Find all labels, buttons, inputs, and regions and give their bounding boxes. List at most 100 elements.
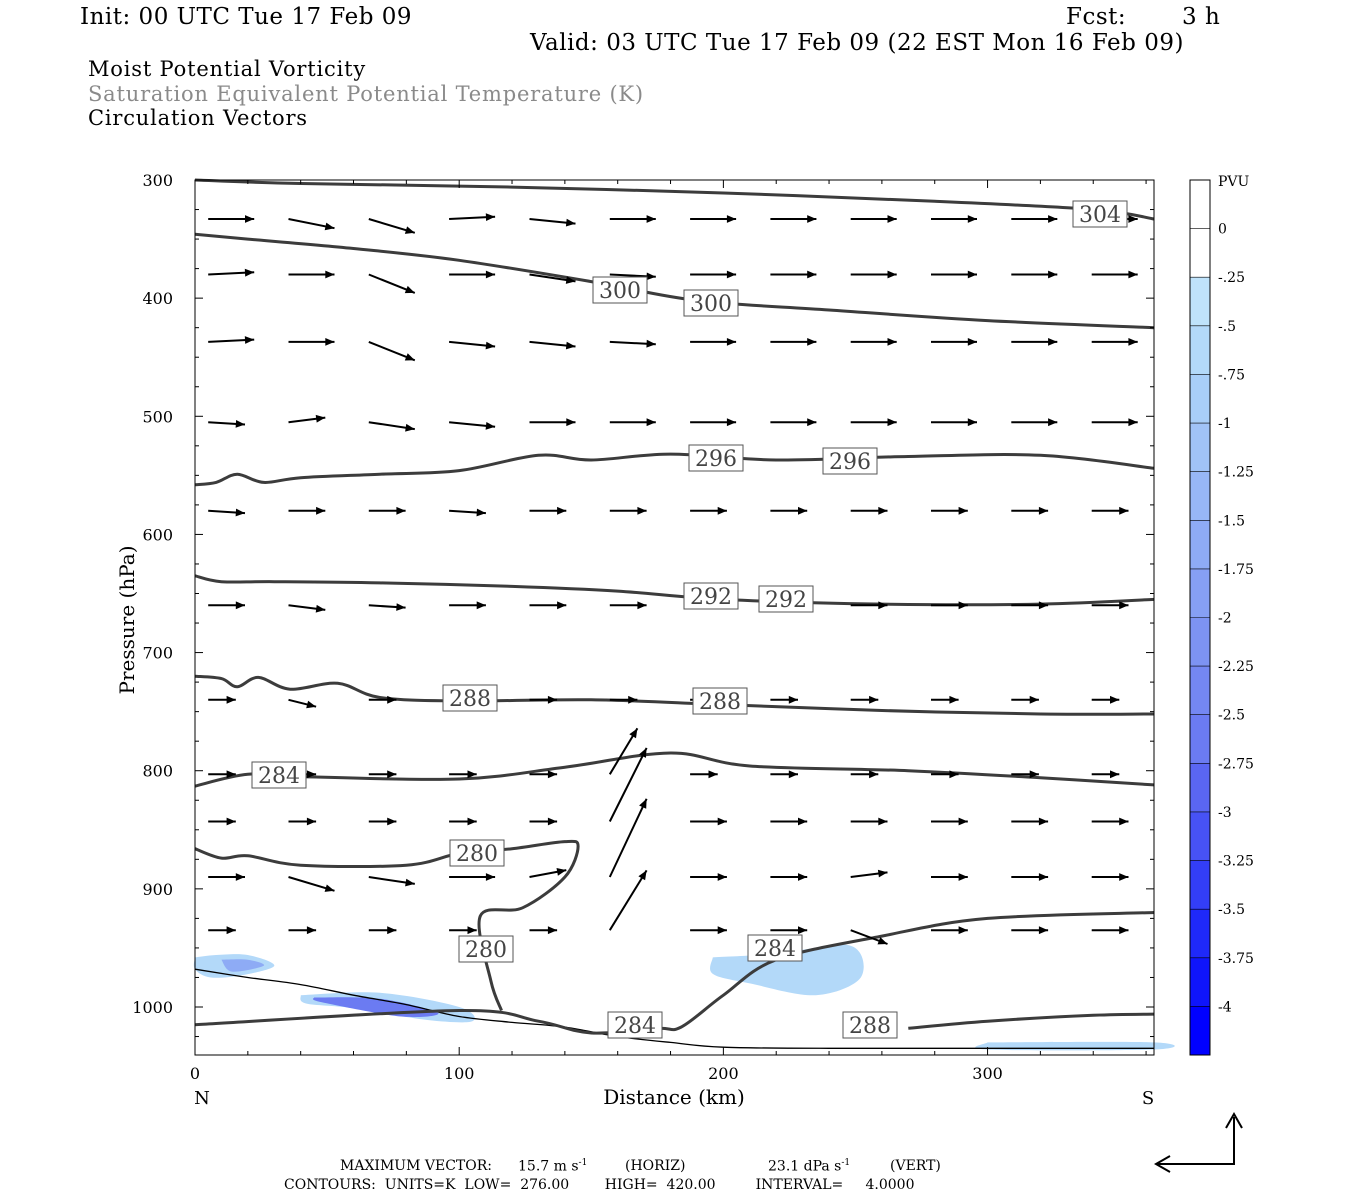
- circulation-vector-head: [1038, 601, 1049, 610]
- circulation-vector-head: [887, 270, 897, 279]
- circulation-vector-head: [878, 601, 888, 610]
- circulation-vector-head: [949, 770, 959, 779]
- circulation-vector-head: [1128, 270, 1138, 279]
- circulation-vector-head: [404, 285, 415, 294]
- contour-label-box: [747, 934, 803, 962]
- contour-label-text: 288: [699, 690, 741, 715]
- contour-296: [194, 452, 1155, 487]
- y-tick-label: 300: [142, 171, 173, 190]
- circulation-vector-head: [244, 268, 255, 277]
- colorbar-swatch: [1190, 860, 1210, 910]
- circulation-vector-head: [798, 873, 808, 881]
- circulation-vector-head: [485, 213, 496, 221]
- contour-info: CONTOURS: UNITS=K LOW= 276.00 HIGH= 420.…: [284, 1177, 915, 1193]
- circulation-vector-head: [387, 770, 397, 779]
- contour-label-box: [251, 761, 307, 789]
- colorbar-swatch: [1190, 617, 1210, 667]
- contour-label-box: [458, 935, 514, 963]
- circulation-vector-head: [235, 508, 245, 517]
- circulation-vector-head: [226, 926, 236, 935]
- contour-label-box: [607, 1011, 663, 1039]
- circulation-vector-head: [547, 695, 558, 704]
- colorbar-label: -.5: [1218, 319, 1236, 335]
- circulation-vector-head: [639, 798, 647, 809]
- colorbar-title: PVU: [1218, 174, 1250, 190]
- circulation-vector-head: [325, 338, 335, 346]
- contour-300: [194, 232, 1155, 330]
- circulation-vector-head: [245, 215, 255, 223]
- circulation-vector-head: [485, 341, 496, 350]
- circulation-vector-head: [387, 817, 397, 826]
- circulation-vector-head: [1029, 770, 1039, 779]
- circulation-vector-head: [958, 817, 968, 826]
- valid-time: Valid: 03 UTC Tue 17 Feb 09 (22 EST Mon …: [530, 30, 1184, 56]
- circulation-vector-head: [467, 926, 477, 935]
- circulation-vector-head: [638, 870, 647, 881]
- contour-label: 304: [1072, 200, 1128, 228]
- circulation-vector-head: [887, 418, 897, 427]
- circulation-vector-head: [485, 422, 496, 430]
- circulation-vector-head: [958, 873, 968, 881]
- circulation-vector-head: [404, 353, 415, 361]
- circulation-vector-head: [1038, 873, 1049, 881]
- circulation-vector-head: [967, 270, 977, 279]
- circulation-vector-head: [726, 215, 737, 223]
- colorbar-swatch: [1190, 277, 1210, 327]
- contour-label-box: [442, 684, 498, 712]
- max-vector-vert-tag: (VERT): [890, 1158, 941, 1174]
- circulation-vector-head: [1038, 817, 1049, 826]
- y-axis-label: Pressure (hPa): [115, 546, 139, 695]
- max-vector-horiz-tag: (HORIZ): [625, 1158, 686, 1174]
- circulation-vector-head: [646, 215, 656, 223]
- circulation-vector-head: [807, 418, 817, 427]
- y-tick-label: 900: [142, 880, 173, 899]
- circulation-vector-head: [717, 817, 727, 826]
- circulation-vector-head: [1119, 601, 1129, 610]
- circulation-vector-head: [717, 506, 727, 515]
- pv-region: [221, 959, 265, 972]
- contour-label-text: 296: [695, 447, 737, 472]
- contour-label: 280: [449, 839, 505, 867]
- circulation-vector-head: [557, 601, 567, 610]
- contour-label-box: [842, 1011, 898, 1039]
- contour-label-text: 284: [258, 764, 300, 789]
- plot-frame: [194, 179, 1155, 1056]
- contour-label-box: [758, 585, 814, 613]
- x-tick-label: 300: [972, 1064, 1003, 1083]
- colorbar-swatch: [1190, 763, 1210, 813]
- colorbar-label: -.75: [1218, 367, 1245, 383]
- circulation-vector-head: [387, 695, 397, 704]
- circulation-vector-head: [788, 695, 798, 704]
- contour-284: [194, 911, 1155, 1035]
- contour-label: 292: [758, 585, 814, 613]
- circulation-vector-head: [315, 414, 326, 423]
- circulation-vector-head: [1048, 338, 1058, 346]
- circulation-vector-head: [565, 276, 576, 284]
- circulation-vector-head: [405, 878, 415, 887]
- circulation-vector-head: [235, 873, 245, 881]
- circulation-vector-head: [639, 747, 647, 758]
- contour-label-box: [1072, 200, 1128, 228]
- circulation-vector-head: [324, 222, 335, 231]
- circulation-vector-head: [877, 869, 888, 878]
- circulation-vector-head: [807, 215, 817, 223]
- circulation-vector-head: [1038, 926, 1049, 935]
- contour-label-box: [592, 276, 648, 304]
- circulation-vector-head: [807, 338, 817, 346]
- circulation-vector-head: [1038, 506, 1049, 515]
- colorbar-label: -1.75: [1218, 562, 1254, 578]
- circulation-vector-head: [877, 937, 888, 945]
- colorbar-label: -.25: [1218, 270, 1245, 286]
- circulation-vector-head: [1048, 418, 1058, 427]
- colorbar-swatch: [1190, 520, 1210, 570]
- colorbar-label: -3.25: [1218, 854, 1254, 870]
- circulation-vector-head: [717, 873, 727, 881]
- circulation-vector-head: [316, 506, 326, 515]
- contour-label-box: [449, 839, 505, 867]
- contour-label: 300: [592, 276, 648, 304]
- colorbar-label: -1.25: [1218, 465, 1254, 481]
- circulation-vector-head: [807, 270, 817, 279]
- circulation-vector-head: [324, 884, 335, 892]
- circulation-vector-head: [226, 695, 236, 704]
- circulation-vector: [608, 869, 648, 931]
